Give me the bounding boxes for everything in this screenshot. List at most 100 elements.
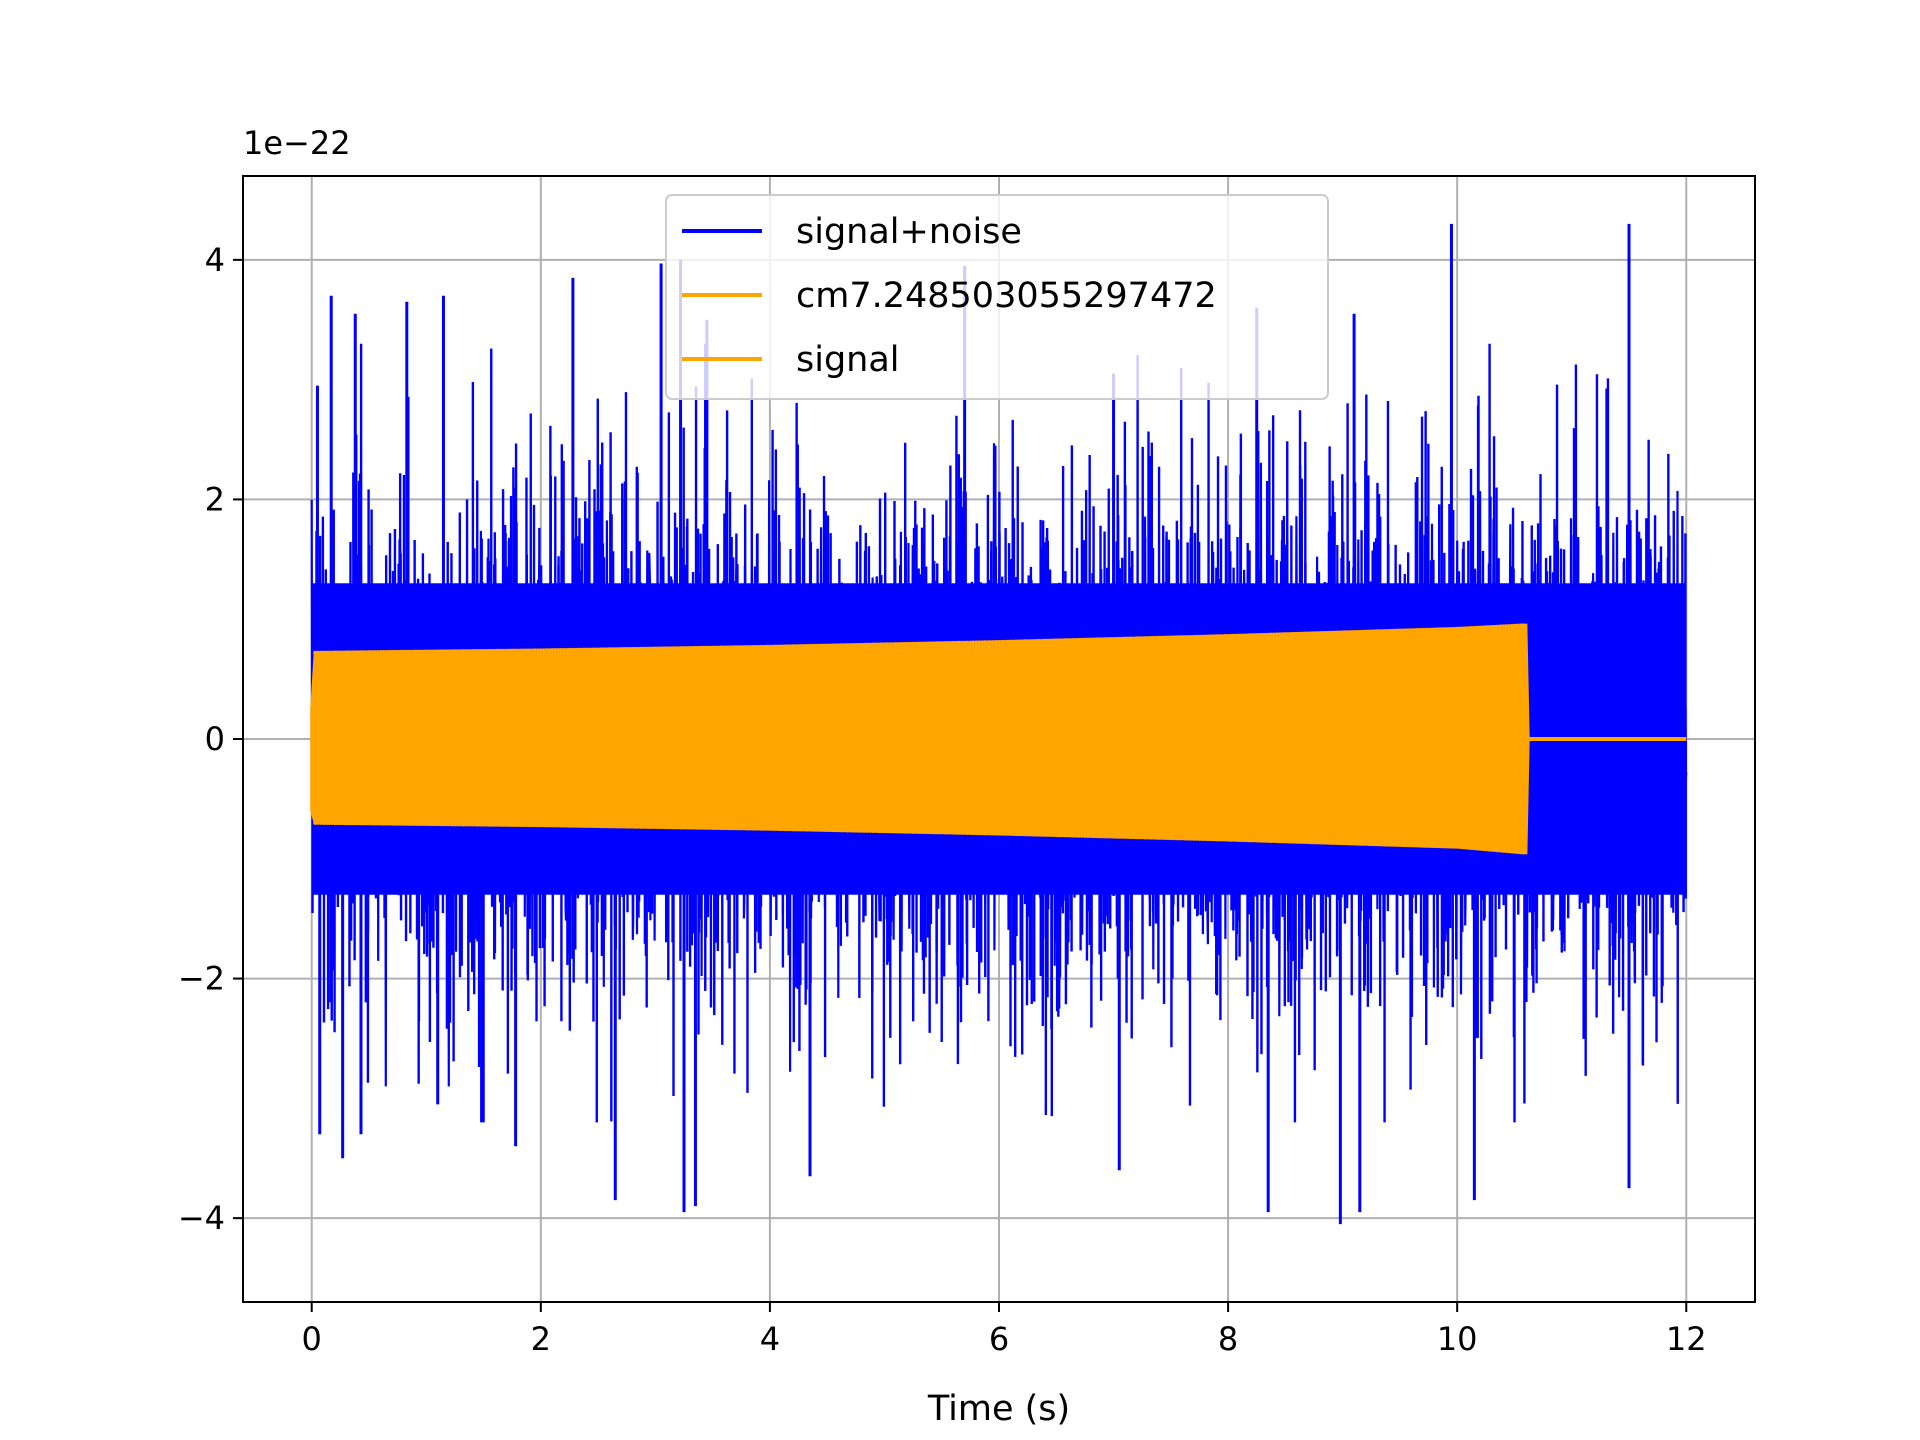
cm-peak-dot	[378, 650, 383, 655]
cm-peak-dot	[1283, 632, 1288, 637]
cm-peak-dot	[316, 650, 321, 655]
cm-trough-dot	[401, 821, 406, 826]
cm-trough-dot	[484, 822, 489, 827]
cm-trough-dot	[1429, 843, 1434, 848]
cm-trough-dot	[948, 830, 953, 835]
cm-trough-dot	[604, 824, 609, 829]
cm-peak-dot	[1025, 639, 1030, 644]
cm-trough-dot	[1014, 832, 1019, 837]
cm-peak-dot	[808, 643, 812, 648]
cm-trough-dot	[524, 823, 529, 828]
cm-trough-dot	[1231, 837, 1236, 842]
cm-peak-dot	[367, 650, 372, 655]
y-tick-label: 4	[205, 241, 225, 279]
cm-trough-dot	[1120, 834, 1125, 839]
cm-trough-dot	[467, 822, 472, 827]
cm-trough-dot	[321, 820, 326, 825]
cm-trough-dot	[710, 825, 715, 830]
cm-peak-dot	[659, 646, 664, 651]
cm-trough-dot	[584, 823, 589, 828]
cm-peak-dot	[430, 649, 434, 654]
cm-peak-dot	[862, 642, 867, 647]
cm-trough-dot	[547, 823, 552, 828]
cm-peak-dot	[601, 647, 606, 652]
cm-trough-dot	[936, 830, 941, 835]
cm-peak-dot	[1366, 629, 1371, 634]
cm-peak-dot	[1280, 632, 1285, 637]
cm-trough-dot	[945, 830, 950, 835]
cm-trough-dot	[1071, 833, 1076, 838]
cm-peak-dot	[1062, 638, 1067, 643]
cm-peak-dot	[684, 646, 689, 651]
cm-trough-dot	[1349, 841, 1354, 846]
cm-peak-dot	[779, 644, 784, 649]
cm-trough-dot	[596, 824, 601, 829]
cm-trough-dot	[1234, 837, 1239, 842]
cm-peak-dot	[954, 640, 959, 645]
cm-trough-dot	[1188, 836, 1193, 841]
cm-peak-dot	[994, 640, 999, 645]
cm-trough-dot	[1435, 844, 1440, 849]
cm-peak-dot	[464, 649, 469, 654]
cm-trough-dot	[965, 830, 970, 835]
cm-trough-dot	[1054, 833, 1059, 838]
cm-trough-dot	[1309, 840, 1314, 845]
cm-peak-dot	[1123, 636, 1127, 641]
cm-peak-dot	[1518, 623, 1523, 628]
cm-trough-dot	[1154, 835, 1159, 840]
cm-peak-dot	[974, 640, 979, 645]
cm-trough-dot	[673, 825, 678, 830]
cm-peak-dot	[441, 649, 446, 654]
cm-trough-dot	[1460, 845, 1465, 850]
cm-peak-dot	[1383, 629, 1388, 634]
cm-peak-dot	[1206, 634, 1211, 639]
cm-peak-dot	[876, 642, 881, 647]
cm-trough-dot	[1151, 835, 1156, 840]
cm-peak-dot	[1065, 638, 1070, 643]
cm-trough-dot	[639, 824, 644, 829]
cm-trough-dot	[750, 826, 755, 831]
cm-trough-dot	[570, 823, 575, 828]
cm-peak-dot	[1392, 628, 1397, 633]
cm-peak-dot	[1360, 629, 1365, 634]
cm-trough-dot	[1503, 849, 1508, 854]
cm-peak-dot	[693, 645, 698, 650]
cm-trough-dot	[682, 825, 686, 830]
cm-peak-dot	[553, 648, 558, 653]
cm-peak-dot	[747, 645, 752, 650]
cm-trough-dot	[997, 831, 1001, 836]
cm-peak-dot	[1363, 629, 1368, 634]
cm-peak-dot	[1277, 632, 1282, 637]
cm-trough-dot	[378, 821, 383, 826]
cm-trough-dot	[922, 830, 927, 835]
cm-trough-dot	[1289, 839, 1294, 844]
cm-trough-dot	[1509, 849, 1514, 854]
cm-trough-dot	[381, 821, 386, 826]
cm-trough-dot	[1080, 833, 1085, 838]
cm-peak-dot	[1314, 631, 1319, 636]
cm-trough-dot	[1082, 833, 1087, 838]
cm-trough-dot	[1077, 833, 1082, 838]
cm-trough-dot	[1377, 842, 1382, 847]
cm-trough-dot	[538, 823, 543, 828]
cm-peak-dot	[1512, 623, 1517, 628]
cm-peak-dot	[504, 648, 509, 653]
cm-trough-dot	[375, 821, 380, 826]
cm-peak-dot	[1406, 628, 1411, 633]
cm-trough-dot	[636, 824, 641, 829]
cm-peak-dot	[515, 648, 520, 653]
cm-peak-dot	[1174, 635, 1179, 640]
cm-trough-dot	[1203, 837, 1208, 842]
cm-peak-dot	[1515, 623, 1520, 628]
cm-trough-dot	[313, 820, 318, 825]
cm-trough-dot	[510, 822, 515, 827]
cm-trough-dot	[347, 821, 352, 826]
cm-peak-dot	[1163, 635, 1168, 640]
cm-trough-dot	[515, 823, 520, 828]
cm-trough-dot	[1105, 834, 1110, 839]
cm-trough-dot	[1243, 838, 1248, 843]
cm-trough-dot	[733, 826, 738, 831]
cm-trough-dot	[535, 823, 540, 828]
cm-peak-dot	[1220, 634, 1225, 639]
cm-peak-dot	[450, 649, 455, 654]
